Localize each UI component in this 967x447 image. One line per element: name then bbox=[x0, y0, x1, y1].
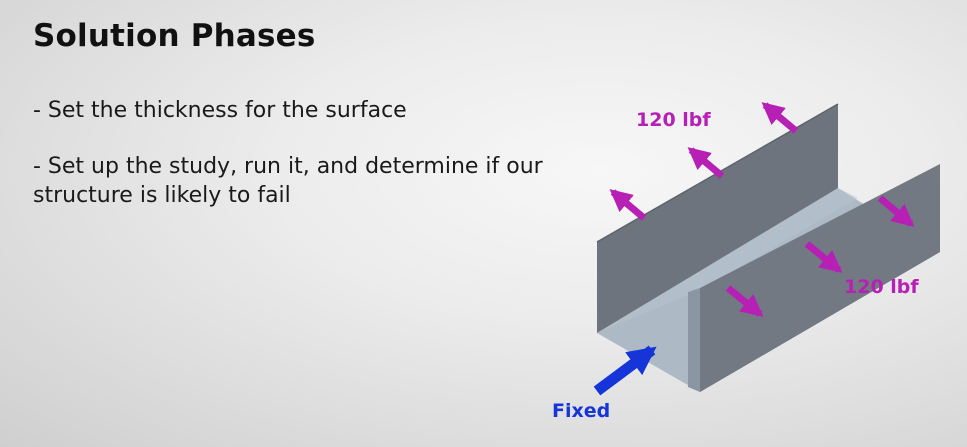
channel-front-wall-edge bbox=[688, 288, 700, 392]
channel-front-wall bbox=[700, 164, 940, 392]
fixed-label: Fixed bbox=[552, 400, 610, 422]
load-label-top: 120 lbf bbox=[636, 109, 711, 131]
load-arrow bbox=[761, 102, 799, 134]
load-arrow bbox=[609, 189, 647, 221]
bullet-thickness: - Set the thickness for the surface bbox=[33, 98, 407, 123]
load-arrow bbox=[804, 241, 843, 273]
bullet-list: - Set the thickness for the surface - Se… bbox=[33, 96, 553, 237]
load-arrow bbox=[877, 195, 915, 227]
channel-diagram: 120 lbf 120 lbf Fixed bbox=[552, 102, 940, 422]
bullet-study: - Set up the study, run it, and determin… bbox=[33, 154, 543, 208]
fixed-arrow bbox=[593, 345, 657, 396]
load-label-right: 120 lbf bbox=[844, 276, 919, 298]
load-arrow bbox=[725, 285, 764, 317]
channel-back-wall bbox=[597, 104, 838, 333]
slide-title: Solution Phases bbox=[33, 18, 316, 54]
load-arrow bbox=[687, 147, 725, 179]
channel-base-top-strip bbox=[597, 188, 858, 333]
